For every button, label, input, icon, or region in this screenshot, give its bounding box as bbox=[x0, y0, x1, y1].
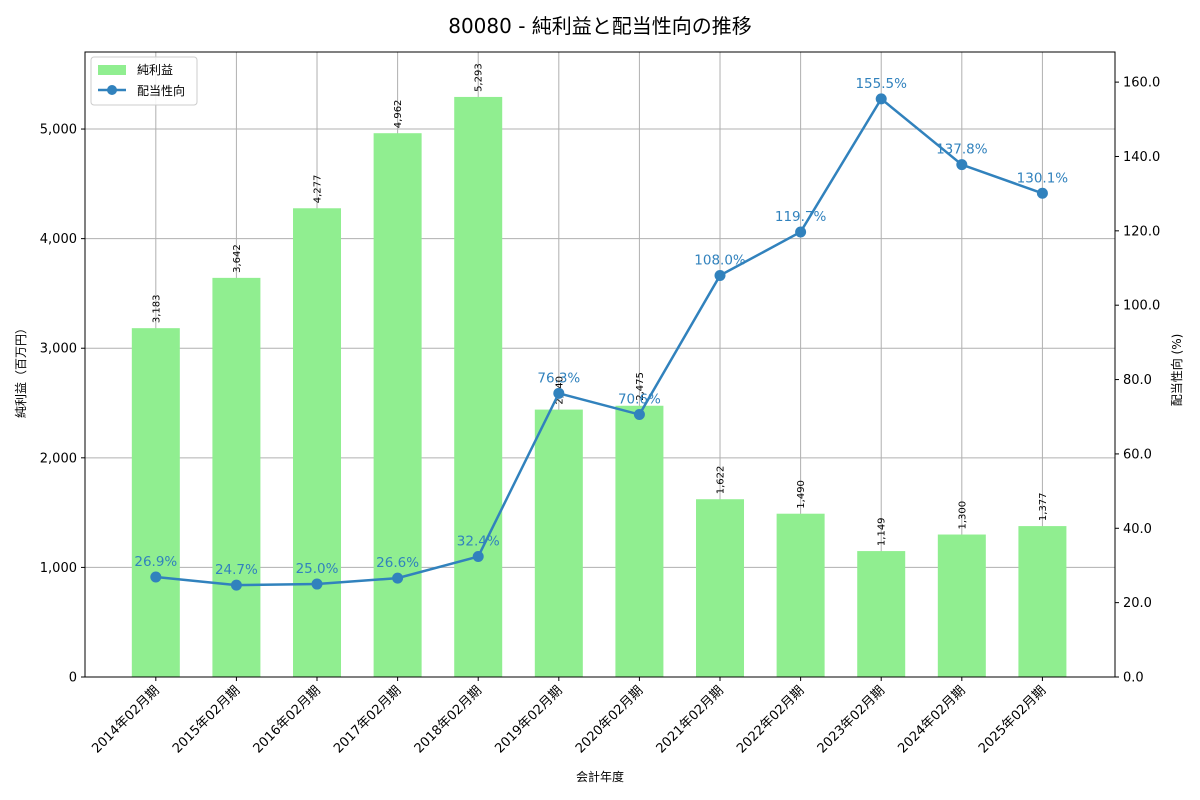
x-tick-label: 2016年02月期 bbox=[251, 683, 324, 756]
left-y-axis: 0 1,000 2,000 3,000 4,000 5,000 bbox=[40, 123, 85, 686]
y2-tick-label: 20.0 bbox=[1123, 596, 1152, 611]
y-tick-label: 5,000 bbox=[40, 123, 77, 138]
x-tick-label: 2024年02月期 bbox=[895, 683, 968, 756]
line-value-labels: 26.9% 24.7% 25.0% 26.6% 32.4% 76.3% 70.6% 108.0… bbox=[134, 76, 1068, 578]
bar bbox=[937, 534, 986, 677]
y-tick-label: 2,000 bbox=[40, 451, 77, 466]
legend: 純利益 配当性向 bbox=[90, 56, 198, 106]
line-marker bbox=[472, 551, 484, 563]
y-tick-label: 3,000 bbox=[40, 342, 77, 357]
line-value-label: 32.4% bbox=[457, 534, 500, 550]
bar-value-label: 3,642 bbox=[232, 244, 243, 273]
bar bbox=[293, 208, 342, 677]
bar-value-label: 1,300 bbox=[957, 501, 968, 530]
bar bbox=[696, 499, 745, 677]
y2-tick-label: 120.0 bbox=[1123, 224, 1160, 239]
line-value-label: 130.1% bbox=[1017, 170, 1069, 186]
line-marker bbox=[875, 93, 887, 105]
line-marker bbox=[311, 578, 323, 590]
line-value-label: 24.7% bbox=[215, 562, 258, 578]
legend-marker-icon bbox=[107, 85, 117, 95]
bar bbox=[776, 513, 825, 677]
x-tick-label: 2019年02月期 bbox=[492, 683, 565, 756]
line-value-label: 26.6% bbox=[376, 555, 419, 571]
line-marker bbox=[1036, 187, 1048, 199]
line-marker bbox=[553, 387, 565, 399]
bar-value-labels: 3,1833,6424,2774,9625,2932,4402,4751,622… bbox=[151, 63, 1049, 546]
line-marker bbox=[392, 572, 404, 584]
y2-tick-label: 140.0 bbox=[1123, 150, 1160, 165]
bar bbox=[615, 405, 664, 677]
legend-label-payout-ratio: 配当性向 bbox=[137, 83, 185, 98]
line-value-label: 137.8% bbox=[936, 142, 988, 158]
x-tick-label: 2022年02月期 bbox=[734, 683, 807, 756]
bar-value-label: 1,149 bbox=[877, 517, 888, 546]
y2-tick-label: 100.0 bbox=[1123, 299, 1160, 314]
y2-tick-label: 40.0 bbox=[1123, 522, 1152, 537]
line-value-label: 70.6% bbox=[618, 392, 661, 408]
bar bbox=[454, 96, 503, 677]
line-marker bbox=[714, 269, 726, 281]
line-series-payout-ratio bbox=[150, 93, 1048, 591]
bar bbox=[373, 133, 422, 677]
legend-bar-swatch bbox=[98, 65, 126, 75]
x-tick-label: 2018年02月期 bbox=[412, 683, 485, 756]
bar-series-net-income bbox=[131, 96, 1067, 677]
x-tick-label: 2014年02月期 bbox=[89, 683, 162, 756]
line-value-label: 155.5% bbox=[855, 76, 907, 92]
line-value-label: 119.7% bbox=[775, 209, 827, 225]
left-y-axis-label: 純利益（百万円） bbox=[14, 322, 28, 418]
bar bbox=[1018, 526, 1067, 677]
bar-value-label: 4,277 bbox=[313, 175, 324, 204]
bar bbox=[212, 277, 261, 677]
x-tick-label: 2020年02月期 bbox=[573, 683, 646, 756]
chart-title: 80080 - 純利益と配当性向の推移 bbox=[448, 14, 752, 38]
bar-value-label: 3,183 bbox=[151, 295, 162, 324]
legend-label-net-income: 純利益 bbox=[137, 63, 173, 77]
y-tick-label: 0 bbox=[69, 671, 77, 686]
line-value-label: 76.3% bbox=[537, 370, 580, 386]
y2-tick-label: 160.0 bbox=[1123, 76, 1160, 91]
bar bbox=[534, 409, 583, 677]
bar-value-label: 2,475 bbox=[635, 372, 646, 401]
line-value-label: 25.0% bbox=[296, 561, 339, 577]
bar bbox=[131, 328, 180, 677]
right-y-axis-label: 配当性向 (%) bbox=[1169, 334, 1184, 407]
bar bbox=[857, 551, 906, 677]
bar-value-label: 1,377 bbox=[1038, 492, 1049, 521]
line-marker bbox=[795, 226, 807, 238]
plot-frame bbox=[84, 51, 1116, 678]
y-tick-label: 4,000 bbox=[40, 232, 77, 247]
payout-ratio-line bbox=[155, 96, 1043, 587]
bar-value-label: 1,622 bbox=[716, 466, 727, 495]
line-value-label: 26.9% bbox=[134, 554, 177, 570]
bar-value-label: 4,962 bbox=[393, 100, 404, 129]
y2-tick-label: 80.0 bbox=[1123, 373, 1152, 388]
x-axis-label: 会計年度 bbox=[576, 769, 624, 784]
right-y-axis: 0.0 20.0 40.0 60.0 80.0 100.0 120.0 140.0 160.0 bbox=[1115, 76, 1160, 686]
y-tick-label: 1,000 bbox=[40, 561, 77, 576]
line-value-label: 108.0% bbox=[694, 252, 746, 268]
line-marker bbox=[230, 579, 242, 591]
line-marker bbox=[150, 571, 162, 583]
bar-value-label: 1,490 bbox=[796, 480, 807, 509]
bar-value-label: 5,293 bbox=[474, 63, 485, 92]
x-tick-label: 2017年02月期 bbox=[331, 683, 404, 756]
x-axis: 2014年02月期 2015年02月期 2016年02月期 2017年02月期 2018… bbox=[89, 677, 1049, 757]
x-tick-label: 2015年02月期 bbox=[170, 683, 243, 756]
y2-tick-label: 60.0 bbox=[1123, 447, 1152, 462]
x-tick-label: 2021年02月期 bbox=[654, 683, 727, 756]
y2-tick-label: 0.0 bbox=[1123, 671, 1144, 686]
line-marker bbox=[633, 409, 645, 421]
x-tick-label: 2025年02月期 bbox=[976, 683, 1049, 756]
line-marker bbox=[956, 159, 968, 171]
x-tick-label: 2023年02月期 bbox=[815, 683, 888, 756]
